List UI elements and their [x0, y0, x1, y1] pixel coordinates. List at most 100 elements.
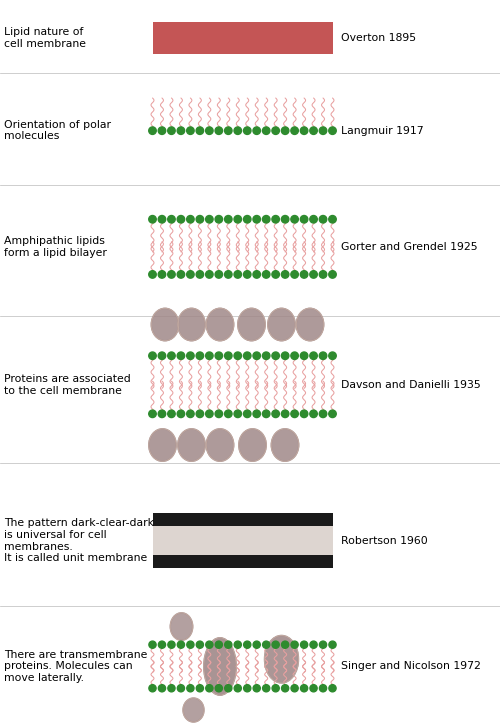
Ellipse shape: [253, 271, 260, 278]
Ellipse shape: [253, 641, 260, 648]
Ellipse shape: [320, 127, 327, 134]
Ellipse shape: [178, 685, 184, 692]
Ellipse shape: [215, 216, 222, 223]
Ellipse shape: [168, 410, 175, 417]
Ellipse shape: [320, 216, 327, 223]
Ellipse shape: [206, 410, 213, 417]
Ellipse shape: [168, 127, 175, 134]
Text: Amphipathic lipids
form a lipid bilayer: Amphipathic lipids form a lipid bilayer: [4, 236, 107, 258]
Ellipse shape: [310, 641, 317, 648]
Ellipse shape: [320, 271, 327, 278]
Ellipse shape: [310, 685, 317, 692]
Ellipse shape: [244, 352, 251, 359]
Ellipse shape: [244, 127, 251, 134]
Ellipse shape: [239, 429, 266, 461]
Ellipse shape: [183, 698, 204, 722]
Ellipse shape: [291, 216, 298, 223]
Ellipse shape: [291, 352, 298, 359]
Ellipse shape: [186, 352, 194, 359]
Ellipse shape: [253, 685, 260, 692]
Ellipse shape: [206, 127, 213, 134]
Ellipse shape: [186, 127, 194, 134]
Ellipse shape: [196, 216, 203, 223]
Ellipse shape: [253, 410, 260, 417]
Ellipse shape: [253, 352, 260, 359]
Ellipse shape: [206, 352, 213, 359]
Ellipse shape: [272, 127, 280, 134]
Ellipse shape: [168, 352, 175, 359]
Ellipse shape: [215, 271, 222, 278]
Ellipse shape: [296, 309, 324, 340]
Ellipse shape: [158, 410, 166, 417]
Ellipse shape: [196, 271, 203, 278]
Ellipse shape: [268, 309, 295, 340]
Ellipse shape: [149, 685, 156, 692]
Ellipse shape: [272, 271, 280, 278]
Ellipse shape: [149, 216, 156, 223]
Ellipse shape: [300, 641, 308, 648]
Ellipse shape: [178, 641, 184, 648]
Ellipse shape: [291, 271, 298, 278]
Ellipse shape: [300, 410, 308, 417]
Ellipse shape: [291, 685, 298, 692]
Ellipse shape: [329, 352, 336, 359]
Ellipse shape: [206, 309, 234, 340]
Ellipse shape: [234, 271, 241, 278]
Ellipse shape: [158, 685, 166, 692]
Ellipse shape: [151, 309, 179, 340]
Ellipse shape: [253, 216, 260, 223]
Ellipse shape: [310, 216, 318, 223]
Text: Davson and Danielli 1935: Davson and Danielli 1935: [341, 380, 481, 390]
Ellipse shape: [262, 127, 270, 134]
Ellipse shape: [149, 127, 156, 134]
Ellipse shape: [206, 216, 213, 223]
Ellipse shape: [234, 352, 241, 359]
Ellipse shape: [300, 685, 308, 692]
Text: Lipid nature of
cell membrane: Lipid nature of cell membrane: [4, 27, 86, 49]
Ellipse shape: [224, 271, 232, 278]
Ellipse shape: [329, 641, 336, 648]
Ellipse shape: [244, 685, 251, 692]
Ellipse shape: [300, 352, 308, 359]
Ellipse shape: [300, 271, 308, 278]
Ellipse shape: [149, 429, 176, 461]
Ellipse shape: [177, 410, 184, 417]
Ellipse shape: [186, 271, 194, 278]
Ellipse shape: [158, 271, 166, 278]
Ellipse shape: [149, 352, 156, 359]
Bar: [152, 513, 332, 526]
Ellipse shape: [244, 216, 251, 223]
Ellipse shape: [196, 641, 203, 648]
Ellipse shape: [282, 352, 289, 359]
Bar: [152, 526, 332, 555]
Ellipse shape: [253, 127, 260, 134]
Ellipse shape: [224, 641, 232, 648]
Ellipse shape: [320, 641, 326, 648]
Ellipse shape: [224, 352, 232, 359]
Ellipse shape: [158, 127, 166, 134]
Ellipse shape: [282, 271, 289, 278]
Ellipse shape: [310, 410, 318, 417]
Bar: [152, 22, 332, 54]
Ellipse shape: [282, 127, 289, 134]
Ellipse shape: [215, 127, 222, 134]
Ellipse shape: [196, 685, 203, 692]
Text: Orientation of polar
molecules: Orientation of polar molecules: [4, 120, 111, 142]
Ellipse shape: [238, 309, 265, 340]
Ellipse shape: [282, 410, 289, 417]
Ellipse shape: [262, 216, 270, 223]
Ellipse shape: [158, 216, 166, 223]
Ellipse shape: [320, 685, 326, 692]
Ellipse shape: [224, 685, 232, 692]
Ellipse shape: [215, 641, 222, 648]
Text: Proteins are associated
to the cell membrane: Proteins are associated to the cell memb…: [4, 374, 131, 396]
Ellipse shape: [234, 685, 241, 692]
Text: Singer and Nicolson 1972: Singer and Nicolson 1972: [341, 661, 481, 672]
Ellipse shape: [291, 641, 298, 648]
Ellipse shape: [244, 641, 251, 648]
Ellipse shape: [262, 641, 270, 648]
Ellipse shape: [178, 429, 206, 461]
Ellipse shape: [310, 271, 318, 278]
Ellipse shape: [196, 352, 203, 359]
Ellipse shape: [272, 216, 280, 223]
